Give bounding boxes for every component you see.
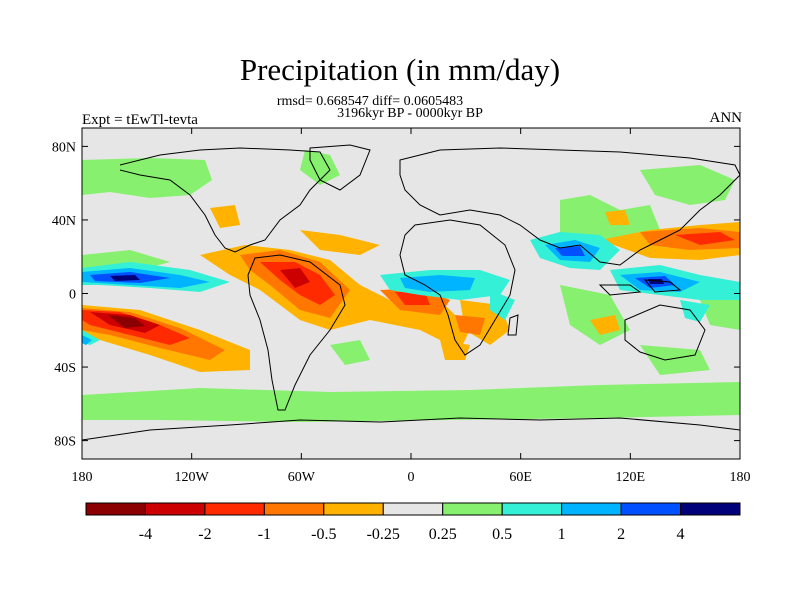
colorbar-swatch [85,502,146,516]
colorbar-label: -0.5 [311,526,336,543]
y-tick-label: 40S [54,361,76,376]
y-tick-label: 40N [52,214,76,229]
precip-anomaly-field [82,144,740,441]
map-axes: 180 120W 60W 0 60E 120E 180 80N 40N 0 40S 80S [52,128,751,485]
colorbar-label: 2 [617,526,625,543]
x-tick-label: 60E [509,470,532,485]
colorbar-label: -0.25 [367,526,400,543]
colorbar-swatch [680,502,741,516]
y-tick-label: 0 [69,288,76,303]
colorbar-label: 1 [558,526,566,543]
season-label: ANN [709,110,743,126]
x-tick-label: 0 [408,470,415,485]
colorbar-label: -2 [198,526,211,543]
colorbar-swatch [204,502,265,516]
colorbar-swatch [620,502,682,516]
colorbar-label: -1 [258,526,271,543]
colorbar-swatch [501,502,563,516]
y-tick-label: 80N [52,140,76,155]
x-tick-label: 180 [72,470,93,485]
chart-title: Precipitation (in mm/day) [239,52,561,87]
colorbar-label: -4 [139,526,152,543]
y-tick-label: 80S [54,435,76,450]
stats-line: rmsd= 0.668547 diff= 0.0605483 [276,94,464,109]
period-line: 3196kyr BP - 0000kyr BP [337,106,483,121]
colorbar-swatch [561,502,622,516]
colorbar-swatch [323,502,384,516]
x-tick-label: 120E [616,470,646,485]
colorbar: -4 -2 -1 -0.5 -0.25 0.25 0.5 1 2 4 [85,502,741,543]
experiment-label: Expt = tEwTl-tevta [82,112,198,128]
colorbar-swatch [442,502,503,516]
colorbar-label: 0.25 [429,526,457,543]
colorbar-swatch [144,502,206,516]
colorbar-swatch [263,502,325,516]
colorbar-swatch [382,502,444,516]
colorbar-label: 4 [677,526,685,543]
colorbar-label: 0.5 [492,526,512,543]
x-tick-label: 60W [288,470,316,485]
x-tick-label: 120W [175,470,210,485]
x-tick-label: 180 [730,470,751,485]
